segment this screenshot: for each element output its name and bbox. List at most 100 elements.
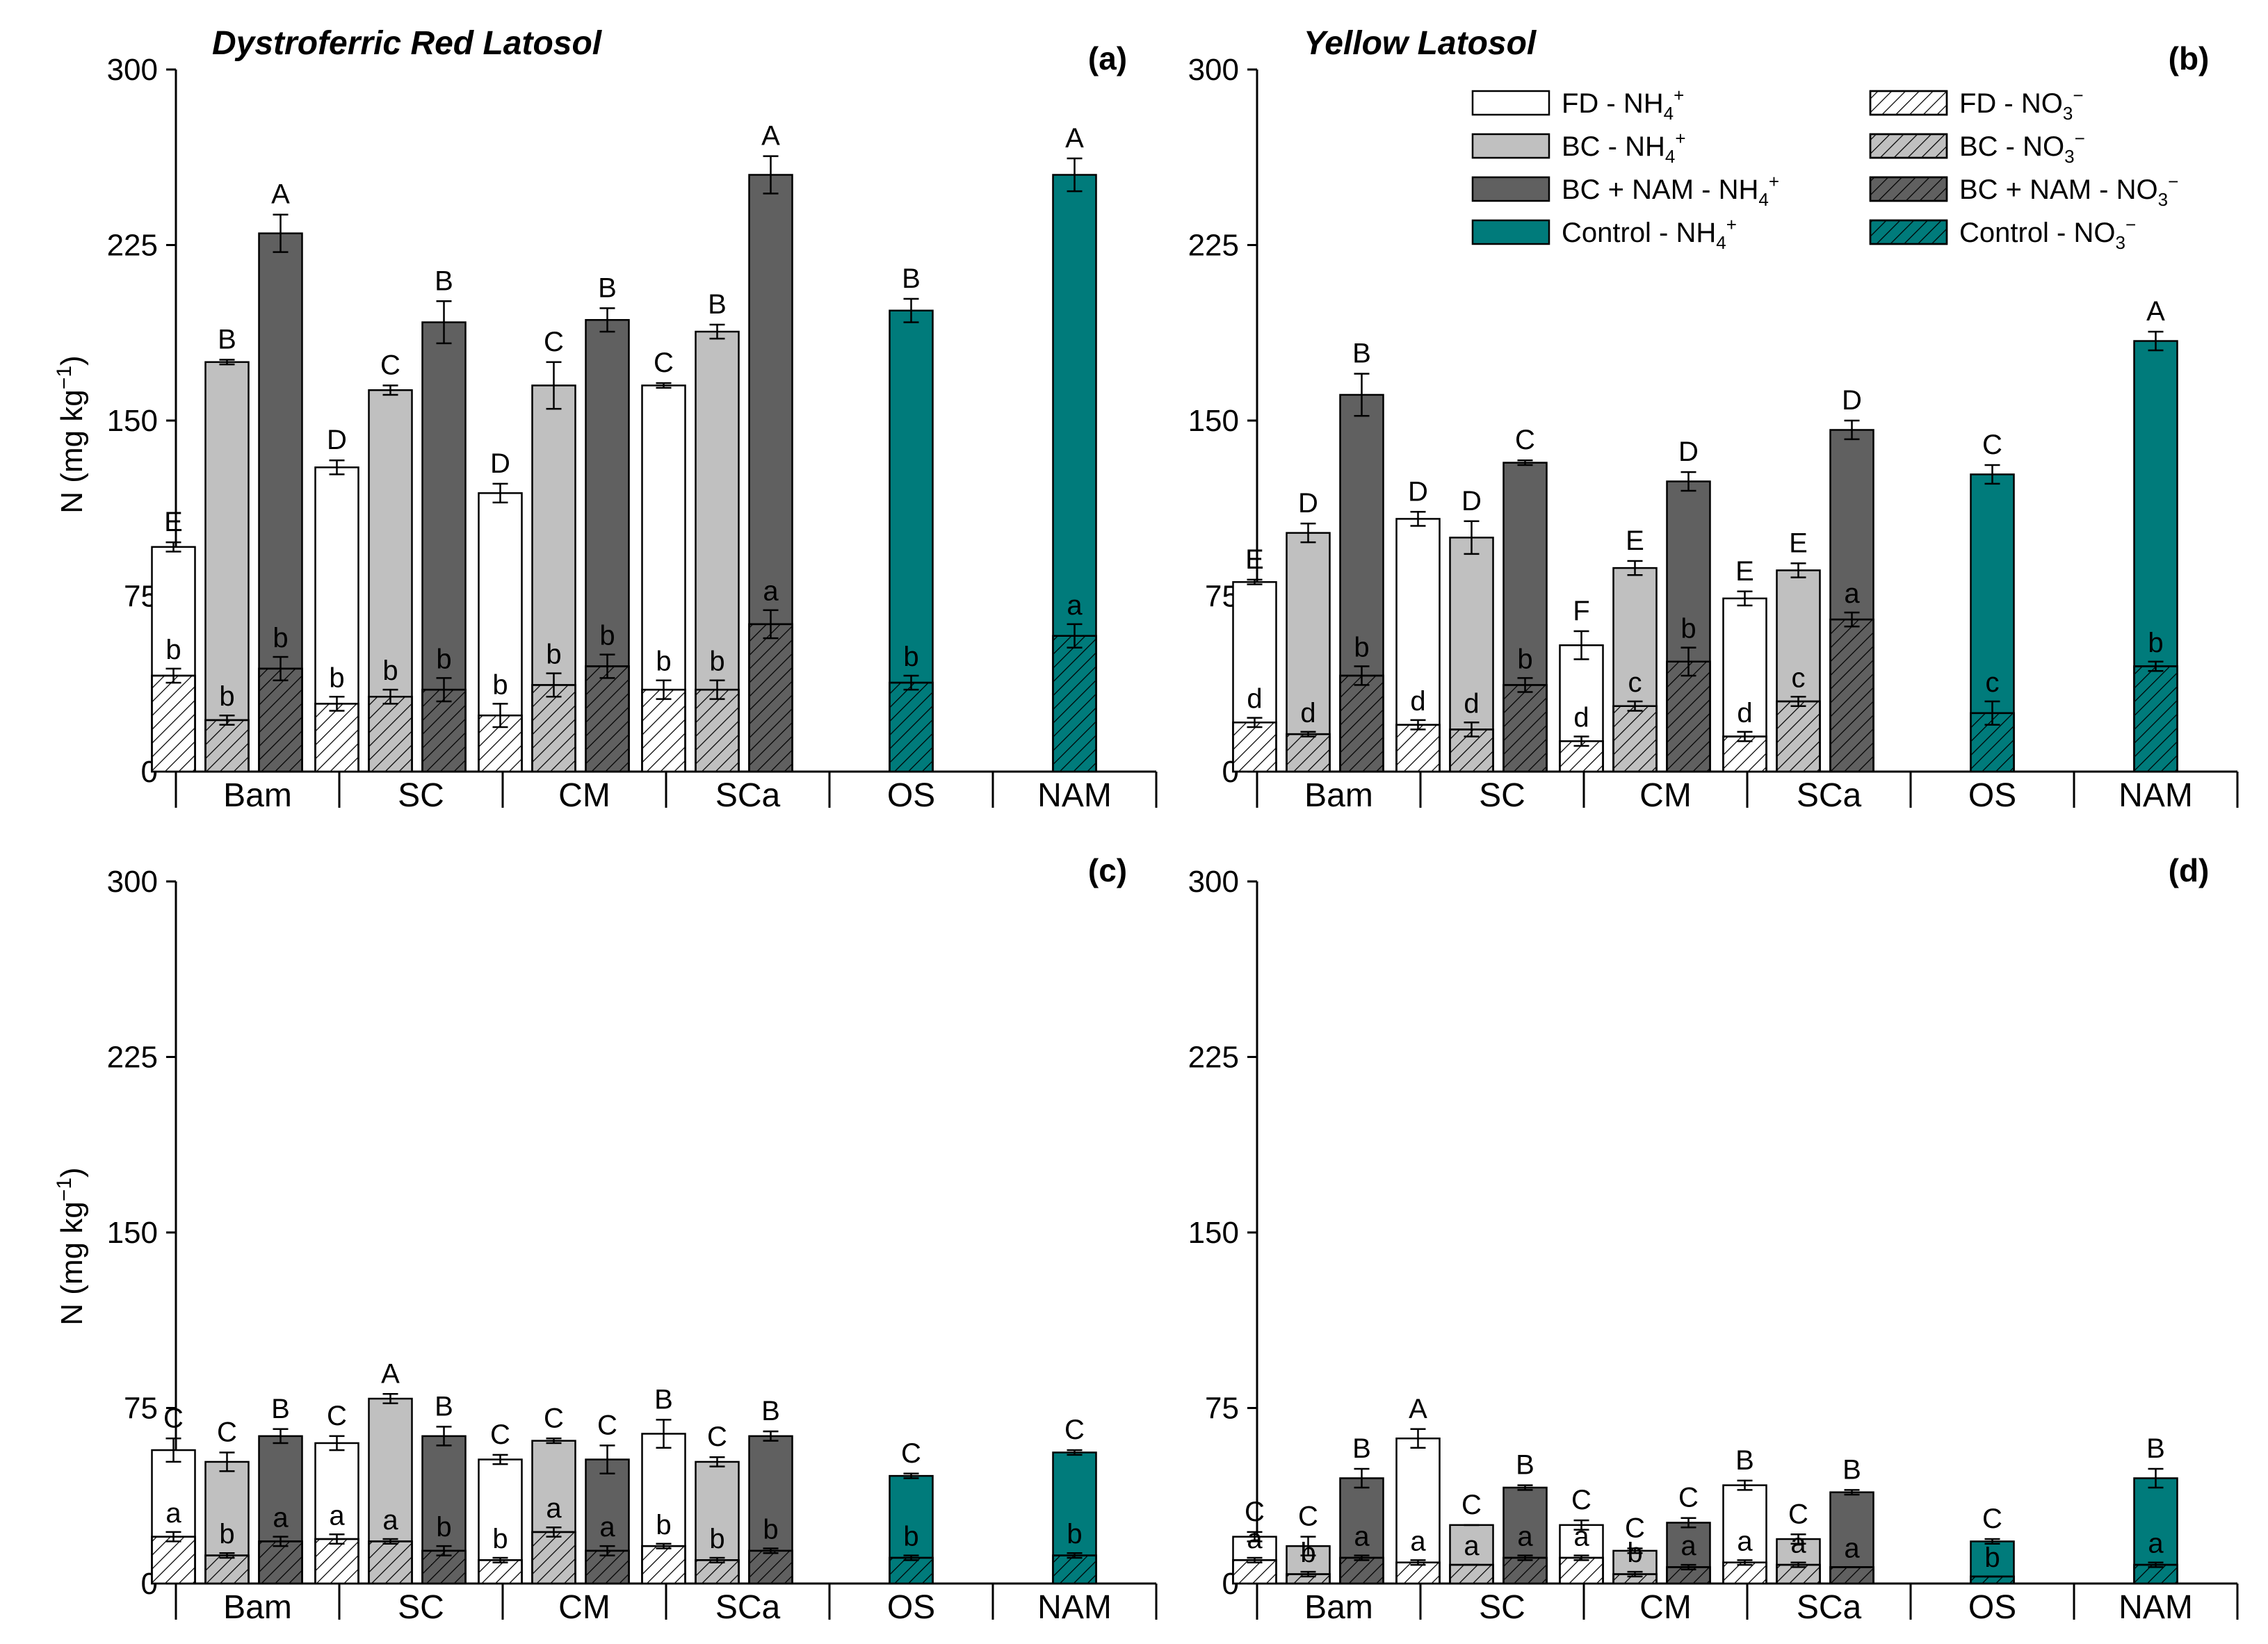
significance-letter-lower: b — [1984, 1543, 2000, 1573]
x-tick-label: SC — [1479, 1589, 1525, 1626]
bar-nitrate-hatch — [1502, 1556, 1548, 1585]
significance-letter-upper: C — [1788, 1499, 1808, 1529]
y-tick-label: 75 — [1205, 1392, 1239, 1426]
legend-label: Control - NO3− — [1959, 214, 2136, 253]
significance-letter-lower: a — [273, 1503, 289, 1533]
bar-nitrate-hatch — [1052, 1554, 1097, 1585]
significance-letter-lower: a — [329, 1500, 345, 1531]
bar-nitrate-hatch — [1666, 660, 1711, 773]
x-tick-label: Bam — [223, 1589, 292, 1626]
significance-letter-lower: a — [1354, 1522, 1370, 1552]
significance-letter-lower: b — [2148, 628, 2163, 658]
bar-nitrate-hatch — [421, 688, 467, 773]
significance-letter-lower: a — [1737, 1526, 1753, 1556]
significance-letter-upper: C — [544, 327, 564, 357]
significance-letter-upper: C — [1982, 1504, 2002, 1534]
significance-letter-lower: d — [1464, 688, 1479, 719]
y-tick-label: 225 — [107, 229, 158, 263]
significance-letter-upper: B — [708, 289, 727, 320]
significance-letter-upper: F — [1573, 596, 1589, 626]
significance-letter-upper: C — [544, 1403, 564, 1433]
significance-letter-upper: C — [163, 1403, 184, 1433]
significance-letter-lower: a — [1517, 1522, 1533, 1552]
significance-letter-lower: b — [1300, 1538, 1315, 1568]
x-tick-label: Bam — [1304, 1589, 1373, 1626]
significance-letter-lower: d — [1737, 698, 1752, 729]
bar-nitrate-hatch — [1395, 724, 1441, 773]
bar-nitrate-hatch — [695, 688, 740, 773]
bar-nitrate-hatch — [204, 1554, 250, 1585]
significance-letter-lower: b — [1067, 1519, 1082, 1549]
significance-letter-lower: a — [1844, 578, 1860, 609]
y-tick-label: 225 — [1188, 1041, 1239, 1075]
significance-letter-upper: E — [1789, 528, 1808, 558]
legend-swatch — [1471, 133, 1550, 159]
significance-letter-upper: C — [1064, 1415, 1085, 1445]
significance-letter-lower: a — [1680, 1531, 1696, 1561]
significance-letter-lower: a — [1067, 590, 1083, 621]
bar-nitrate-hatch — [1612, 705, 1658, 773]
significance-letter-lower: b — [273, 623, 288, 653]
legend-label: BC - NO3− — [1959, 128, 2085, 167]
significance-letter-lower: a — [2148, 1529, 2164, 1559]
bar-nitrate-hatch — [531, 1531, 576, 1585]
panel-label: (b) — [2169, 40, 2210, 76]
significance-letter-upper: B — [218, 324, 236, 355]
y-tick-label: 300 — [1188, 53, 1239, 87]
bar-nitrate-hatch — [258, 667, 303, 773]
bar-nitrate-hatch — [1232, 1559, 1277, 1585]
bar-nitrate-hatch — [889, 1556, 934, 1585]
y-tick-label: 300 — [107, 865, 158, 899]
significance-letter-upper: B — [1352, 339, 1371, 369]
panel-label: (d) — [2169, 852, 2210, 888]
significance-letter-lower: b — [903, 1522, 918, 1552]
y-tick-label: 300 — [1188, 865, 1239, 899]
significance-letter-upper: E — [164, 507, 183, 537]
significance-letter-lower: a — [1790, 1529, 1806, 1559]
bar-nitrate-hatch — [478, 1559, 523, 1585]
bar-nitrate-hatch — [368, 696, 413, 773]
significance-letter-lower: b — [599, 621, 615, 651]
x-tick-label: SCa — [1797, 777, 1862, 814]
significance-letter-upper: C — [1571, 1485, 1591, 1515]
x-tick-label: OS — [887, 1589, 935, 1626]
significance-letter-upper: E — [1626, 526, 1644, 556]
significance-letter-lower: a — [763, 576, 779, 607]
x-tick-label: SC — [398, 1589, 444, 1626]
y-tick-label: 150 — [107, 404, 158, 438]
bar-nitrate-hatch — [368, 1540, 413, 1585]
significance-letter-upper: A — [381, 1358, 400, 1389]
bar-nitrate-hatch — [889, 681, 934, 773]
significance-letter-lower: a — [382, 1505, 398, 1536]
significance-letter-upper: C — [217, 1417, 237, 1447]
y-tick-label: 150 — [107, 1216, 158, 1250]
bar-nitrate-hatch — [1449, 1563, 1494, 1585]
significance-letter-lower: b — [219, 681, 234, 712]
significance-letter-lower: b — [219, 1519, 234, 1549]
significance-letter-upper: C — [1461, 1490, 1482, 1520]
x-tick-label: CM — [1639, 777, 1692, 814]
significance-letter-lower: a — [1247, 1524, 1263, 1554]
x-tick-label: NAM — [1037, 1589, 1112, 1626]
bar-nitrate-hatch — [748, 623, 793, 773]
bar-nitrate-hatch — [1339, 1556, 1384, 1585]
significance-letter-lower: b — [492, 669, 508, 700]
legend-label: Control - NH4+ — [1562, 214, 1737, 253]
bar-nitrate-hatch — [1970, 1575, 2015, 1585]
significance-letter-lower: b — [1354, 633, 1369, 663]
bar-nitrate-hatch — [641, 688, 686, 773]
significance-letter-lower: b — [656, 1510, 671, 1540]
x-tick-label: SCa — [715, 1589, 781, 1626]
bar-nitrate-hatch — [1052, 635, 1097, 773]
legend-swatch — [1471, 90, 1550, 116]
significance-letter-upper: C — [707, 1422, 727, 1452]
significance-letter-upper: C — [901, 1438, 921, 1469]
significance-letter-upper: B — [761, 1396, 780, 1426]
significance-letter-lower: a — [165, 1498, 181, 1529]
legend-swatch-hatch — [1869, 133, 1948, 159]
bar-nitrate-hatch — [204, 719, 250, 773]
y-tick-label: 150 — [1188, 1216, 1239, 1250]
bar-ammonium — [1395, 1438, 1441, 1585]
panel-label: (c) — [1088, 852, 1127, 888]
